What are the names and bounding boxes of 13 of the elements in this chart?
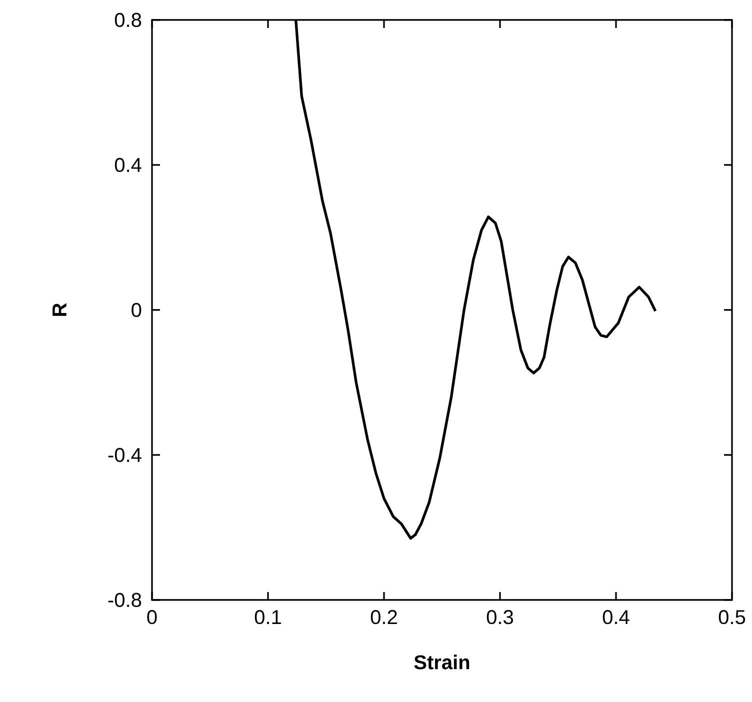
x-tick-label: 0.4	[602, 610, 630, 624]
x-tick-label: 0	[147, 610, 157, 624]
y-tick-label: 0.8	[114, 12, 142, 28]
x-tick-label: 0.1	[254, 610, 281, 624]
x-axis-title: Strain	[414, 654, 470, 670]
x-tick-label: 0.3	[486, 610, 514, 624]
y-tick-label: -0.4	[108, 448, 142, 462]
y-axis-title: R	[52, 303, 66, 316]
x-tick-label: 0.2	[370, 610, 397, 624]
x-tick-label: 0.5	[718, 610, 746, 624]
y-tick-label: 0	[132, 302, 142, 318]
y-tick-label: -0.8	[108, 592, 142, 608]
y-tick-label: 0.4	[114, 158, 142, 172]
